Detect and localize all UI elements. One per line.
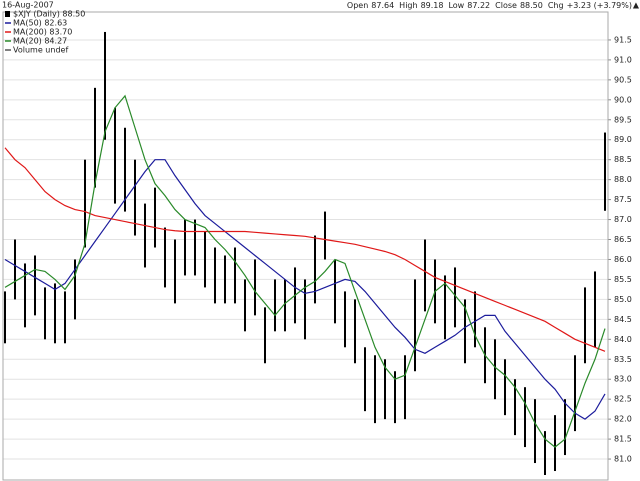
y-tick-label: 84.0 <box>614 335 632 344</box>
y-tick-label: 86.5 <box>614 235 632 244</box>
y-tick-label: 88.0 <box>614 175 632 184</box>
y-tick-label: 81.5 <box>614 435 632 444</box>
legend-entry: MA(200) 83.70 <box>13 28 72 37</box>
y-tick-label: 83.0 <box>614 375 632 384</box>
quote-value: 87.22 <box>467 1 490 10</box>
y-tick-label: 90.0 <box>614 95 632 104</box>
date-label: 16-Aug-2007 <box>2 1 54 10</box>
y-tick-label: 82.5 <box>614 395 632 404</box>
quote-label: Chg <box>548 1 564 10</box>
y-tick-label: 85.5 <box>614 275 632 284</box>
legend-symbol: $XJY (Daily) 88.50 <box>13 10 85 19</box>
quote-label: Low <box>448 1 464 10</box>
quote-value: 89.18 <box>421 1 444 10</box>
quote-value: 87.64 <box>371 1 394 10</box>
quote-label: High <box>399 1 417 10</box>
quote-value: 88.50 <box>520 1 543 10</box>
quote-label: Open <box>347 1 368 10</box>
y-tick-label: 86.0 <box>614 255 632 264</box>
y-tick-label: 81.0 <box>614 455 632 464</box>
quote-header: Open 87.64 High 89.18 Low 87.22 Close 88.50 Chg +… <box>347 1 640 10</box>
y-tick-label: 89.5 <box>614 115 632 124</box>
quote-text: Open 87.64 High 89.18 Low 87.22 Close 88.50 Chg +… <box>347 1 632 10</box>
y-tick-label: 91.0 <box>614 55 632 64</box>
y-tick-label: 88.5 <box>614 155 632 164</box>
quote-value: +3.23 (+3.79%) <box>567 1 632 10</box>
ma-line <box>4 159 606 420</box>
y-tick-label: 85.0 <box>614 295 632 304</box>
ma-line <box>4 147 606 352</box>
legend-swatch <box>5 11 10 17</box>
plot-frame <box>2 11 609 481</box>
ma-line <box>4 94 606 448</box>
legend-volume: Volume undef <box>13 46 68 55</box>
y-tick-label: 89.0 <box>614 135 632 144</box>
trend-arrow: ▲ <box>633 1 640 10</box>
y-tick-label: 91.5 <box>614 35 632 44</box>
y-tick-label: 82.0 <box>614 415 632 424</box>
quote-label: Close <box>495 1 517 10</box>
legend-entry: MA(20) 84.27 <box>13 37 67 46</box>
y-tick-label: 83.5 <box>614 355 632 364</box>
legend-entry: MA(50) 82.63 <box>13 19 67 28</box>
y-tick-label: 87.5 <box>614 195 632 204</box>
y-tick-label: 87.0 <box>614 215 632 224</box>
y-tick-label: 90.5 <box>614 75 632 84</box>
y-tick-label: 84.5 <box>614 315 632 324</box>
